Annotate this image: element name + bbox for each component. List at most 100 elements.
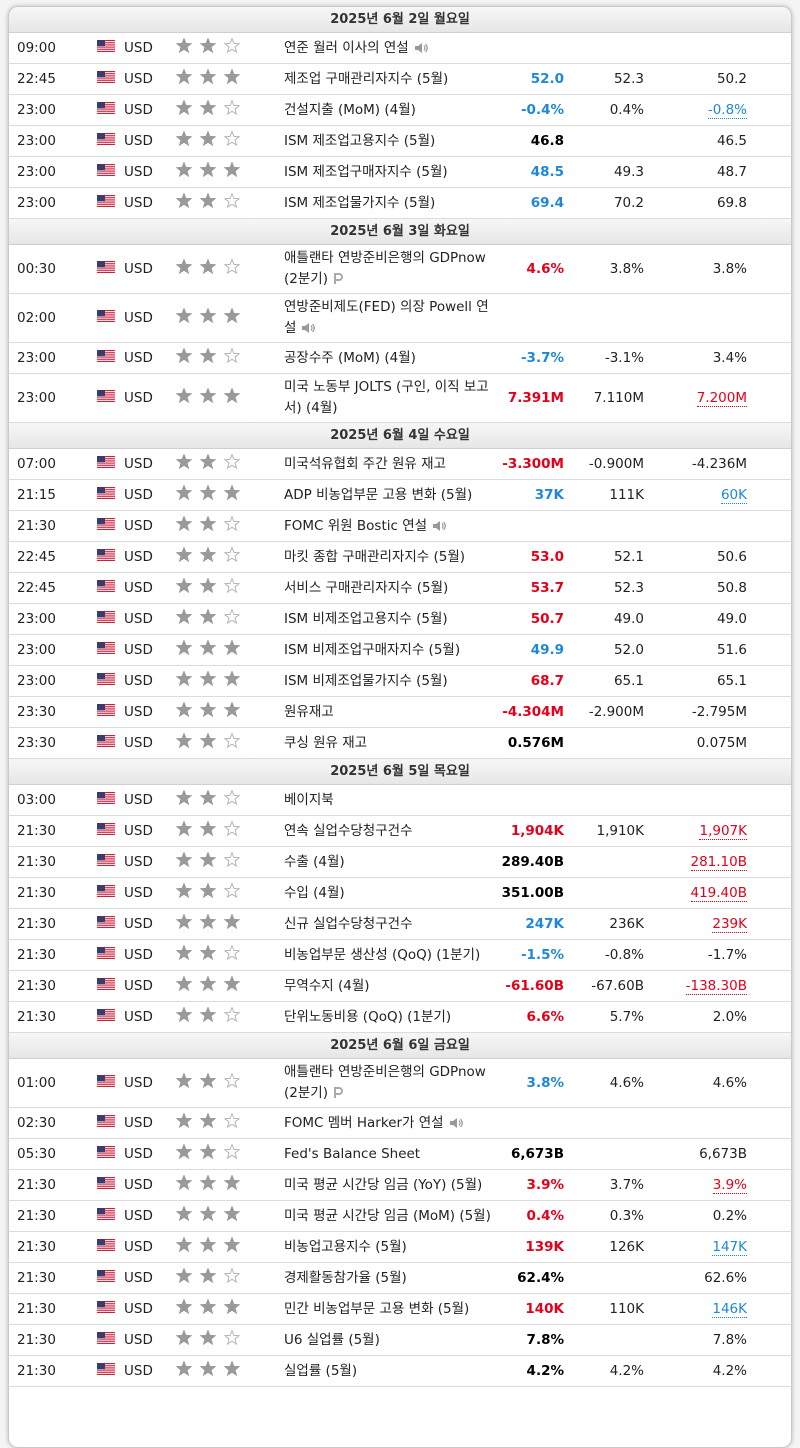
currency: USD: [124, 1363, 153, 1379]
flag-cell: [97, 1009, 124, 1025]
calendar: 2025년 6월 2일 월요일 09:00 USD 연준 월러 이사의 연설 22:45…: [8, 6, 792, 1448]
previous-cell: 1,907K: [644, 823, 747, 840]
event-row: 21:30 USD 수출 (4월) 289.40B 281.10B: [9, 847, 791, 878]
forecast: -3.1%: [604, 350, 644, 366]
actual: 1,904K: [510, 823, 564, 839]
previous-cell: 46.5: [644, 133, 747, 149]
actual: -3.300M: [502, 456, 564, 472]
importance-stars: [175, 851, 241, 868]
currency: USD: [124, 1075, 153, 1091]
flag-cell: [97, 1177, 124, 1193]
previous: 3.8%: [712, 261, 747, 277]
importance-stars: [175, 701, 241, 718]
importance-stars: [175, 820, 241, 837]
actual: 247K: [525, 916, 564, 932]
previous-cell: 65.1: [644, 673, 747, 689]
flag-cell: [97, 456, 124, 472]
time: 21:30: [17, 518, 56, 534]
actual-cell: -1.5%: [499, 947, 564, 963]
actual: 3.9%: [526, 1177, 564, 1193]
event-row: 03:00 USD 베이지북: [9, 785, 791, 816]
previous-cell: 7.8%: [644, 1332, 747, 1348]
previous: -138.30B: [685, 978, 747, 995]
previous-cell: 2.0%: [644, 1009, 747, 1025]
importance: [175, 608, 284, 629]
actual: 6,673B: [511, 1146, 564, 1162]
actual: 6.6%: [526, 1009, 564, 1025]
importance-stars: [175, 99, 241, 116]
time: 22:45: [17, 580, 56, 596]
importance-stars: [175, 1174, 241, 1191]
importance-stars: [175, 944, 241, 961]
forecast-cell: 111K: [564, 487, 644, 503]
flag-cell: [97, 673, 124, 689]
event-cell: 신규 실업수당청구건수: [284, 911, 499, 938]
actual: 69.4: [530, 195, 564, 211]
actual-cell: 7.391M: [499, 390, 564, 406]
us-flag: [97, 549, 115, 561]
forecast: 3.7%: [609, 1177, 644, 1193]
time: 21:30: [17, 1177, 56, 1193]
currency: USD: [124, 1301, 153, 1317]
actual-cell: 49.9: [499, 642, 564, 658]
event-name: U6 실업률 (5월): [284, 1331, 380, 1348]
forecast: 52.0: [613, 642, 644, 658]
actual-cell: 6.6%: [499, 1009, 564, 1025]
flag-cell: [97, 164, 124, 180]
event-cell: 연속 실업수당청구건수: [284, 818, 499, 845]
event-cell: 미국 노동부 JOLTS (구인, 이직 보고서) (4월): [284, 374, 499, 422]
event-row: 22:45 USD 마킷 종합 구매관리자지수 (5월) 53.0 52.1 50.6: [9, 542, 791, 573]
importance: [175, 161, 284, 182]
day-header: 2025년 6월 4일 수요일: [9, 423, 791, 449]
event-cell: 단위노동비용 (QoQ) (1분기): [284, 1004, 499, 1031]
event-row: 01:00 USD 애틀랜타 연방준비은행의 GDPnow (2분기) 3.8% 4.6…: [9, 1059, 791, 1108]
event-cell: 실업률 (5월): [284, 1358, 499, 1385]
importance-stars: [175, 484, 241, 501]
event-cell: 연방준비제도(FED) 의장 Powell 연설: [284, 294, 499, 342]
preliminary-icon: [333, 1087, 343, 1098]
actual-cell: 69.4: [499, 195, 564, 211]
time: 21:15: [17, 487, 56, 503]
us-flag: [97, 456, 115, 468]
previous: 147K: [712, 1239, 747, 1256]
importance-stars: [175, 639, 241, 656]
time: 05:30: [17, 1146, 56, 1162]
time: 23:00: [17, 642, 56, 658]
importance: [175, 577, 284, 598]
actual: 53.0: [530, 549, 564, 565]
event-row: 23:00 USD ISM 제조업구매자지수 (5월) 48.5 49.3 48.7: [9, 157, 791, 188]
event-cell: 민간 비농업부문 고용 변화 (5월): [284, 1296, 499, 1323]
us-flag: [97, 792, 115, 804]
importance: [175, 453, 284, 474]
time: 23:00: [17, 195, 56, 211]
importance: [175, 347, 284, 368]
event-name: ISM 제조업고용지수 (5월): [284, 132, 436, 149]
importance-stars: [175, 1072, 241, 1089]
importance: [175, 944, 284, 965]
previous-cell: 50.2: [644, 71, 747, 87]
forecast-cell: 52.3: [564, 71, 644, 87]
importance: [175, 1298, 284, 1319]
event-row: 21:30 USD 경제활동참가율 (5월) 62.4% 62.6%: [9, 1263, 791, 1294]
event-row: 23:00 USD ISM 제조업고용지수 (5월) 46.8 46.5: [9, 126, 791, 157]
flag-cell: [97, 611, 124, 627]
previous: 6,673B: [699, 1146, 747, 1162]
flag-cell: [97, 1075, 124, 1091]
previous: -1.7%: [707, 947, 747, 963]
us-flag: [97, 40, 115, 52]
currency: USD: [124, 102, 153, 118]
importance-stars: [175, 515, 241, 532]
event-cell: 서비스 구매관리자지수 (5월): [284, 575, 499, 602]
event-name: ISM 비제조업물가지수 (5월): [284, 672, 448, 689]
event-row: 21:15 USD ADP 비농업부문 고용 변화 (5월) 37K 111K 60K: [9, 480, 791, 511]
previous: 46.5: [716, 133, 747, 149]
us-flag: [97, 1270, 115, 1282]
event-cell: 비농업부문 생산성 (QoQ) (1분기): [284, 942, 499, 969]
actual: 139K: [525, 1239, 564, 1255]
importance-stars: [175, 1298, 241, 1315]
currency: USD: [124, 854, 153, 870]
time: 23:00: [17, 611, 56, 627]
event-name: 비농업부문 생산성 (QoQ) (1분기): [284, 946, 481, 963]
us-flag: [97, 704, 115, 716]
forecast: -2.900M: [588, 704, 644, 720]
